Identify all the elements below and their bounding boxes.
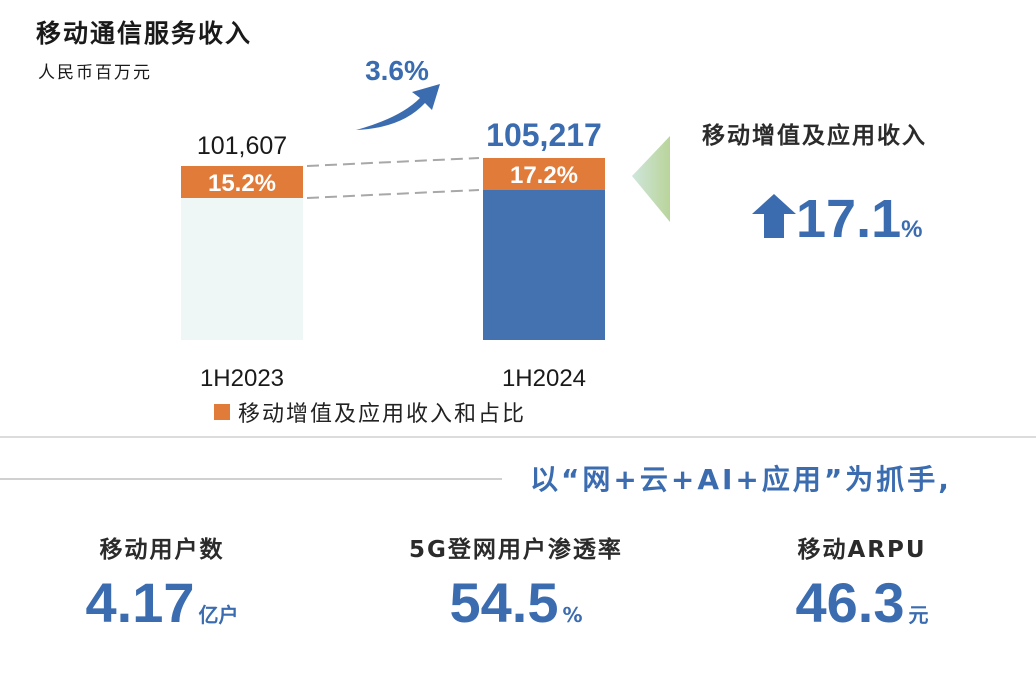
metric-mobile-users: 移动用户数 4.17 亿户 [12,530,312,634]
vas-growth-unit: % [901,216,923,243]
chart-title: 移动通信服务收入 [36,19,253,48]
metric-unit: 亿户 [198,603,239,627]
metric-number: 46.3 [795,571,905,634]
share-label-1H2024: 17.2% [510,162,578,189]
metric-unit: 元 [908,603,929,627]
metric-unit: % [562,603,583,627]
bar-segment-1H2024 [483,158,605,190]
metric-label: 移动ARPU [797,537,927,563]
connector-top [306,157,480,167]
vas-growth-number: 17.1 [796,189,902,249]
metric-value: 54.5% [366,572,666,634]
category-label-1H2024: 1H2024 [502,365,586,392]
total-label-1H2023: 101,607 [197,132,287,160]
unit-label: 人民币百万元 [38,63,152,83]
bar-chart: 15.2% 101,607 1H2023 17.2% 105,217 1H2024 3.6% [181,55,796,392]
section-divider [0,436,1036,438]
vas-title: 移动增值及应用收入 [702,123,927,149]
chart-legend: 移动增值及应用收入和占比 [214,396,526,428]
share-label-1H2023: 15.2% [208,170,276,197]
metric-number: 4.17 [85,571,195,634]
metric-label: 5G登网用户渗透率 [409,537,623,563]
bar-segment-1H2023 [181,166,303,198]
connector-bottom [306,189,480,199]
bar-base-1H2023 [181,198,303,340]
metric-label: 移动用户数 [99,537,225,563]
metric-value: 46.3 元 [712,572,1012,634]
growth-label: 3.6% [365,55,429,86]
up-arrow-icon [752,194,796,238]
metric-value: 4.17 亿户 [12,572,312,634]
growth-arrow [356,84,440,130]
bar-base-1H2024 [483,190,605,340]
total-label-1H2024: 105,217 [486,117,602,153]
legend-swatch [214,404,230,420]
metric-5g-penetration: 5G登网用户渗透率 54.5% [366,530,666,634]
slogan-text: 以“网+云+AI+应用”为抓手, [530,463,952,496]
metric-arpu: 移动ARPU 46.3 元 [712,530,1012,634]
slogan-rule [0,478,502,480]
vas-growth-value: 17.1% [796,188,922,250]
category-label-1H2023: 1H2023 [200,365,284,392]
metric-number: 54.5 [449,571,559,634]
callout-pointer [632,136,670,222]
legend-label: 移动增值及应用收入和占比 [238,402,527,427]
